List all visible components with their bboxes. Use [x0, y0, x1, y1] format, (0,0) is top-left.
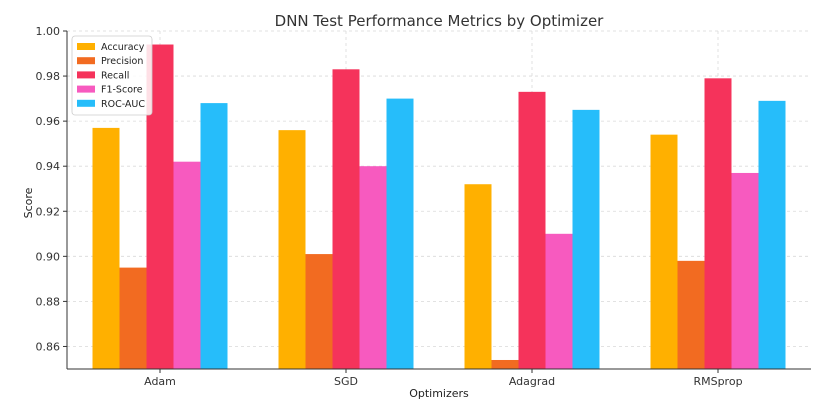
axes [66, 31, 811, 370]
legend-swatch [77, 99, 95, 107]
bar-accuracy-rmsprop [650, 134, 678, 369]
bar-roc-auc-rmsprop [758, 100, 786, 369]
y-tick-label: 0.90 [36, 250, 61, 263]
legend-swatch [77, 71, 95, 79]
bar-roc-auc-sgd [386, 98, 414, 369]
y-axis-ticks: 0.86 0.88 0.90 0.92 0.94 0.96 0.98 1.00 [36, 25, 67, 353]
y-tick-label: 0.88 [36, 295, 61, 308]
bar-f1-score-sgd [359, 166, 387, 369]
bar-f1-score-rmsprop [731, 172, 759, 369]
legend-box [71, 35, 153, 116]
bar-precision-rmsprop [677, 260, 705, 369]
y-tick-label: 0.98 [36, 70, 61, 83]
y-tick-label: 0.94 [36, 160, 61, 173]
bars [92, 44, 786, 370]
chart-title: DNN Test Performance Metrics by Optimize… [275, 12, 605, 30]
bar-recall-rmsprop [704, 78, 732, 369]
x-axis-label: Optimizers [409, 387, 469, 400]
x-tick-label: Adam [144, 375, 176, 388]
x-tick-label: SGD [334, 375, 358, 388]
x-tick-label: RMSprop [693, 375, 742, 388]
bar-roc-auc-adagrad [572, 109, 600, 369]
bar-f1-score-adam [173, 161, 201, 369]
bar-precision-adagrad [491, 359, 519, 369]
bar-recall-sgd [332, 69, 360, 369]
legend-swatch [77, 57, 95, 65]
bar-recall-adagrad [518, 91, 546, 369]
bar-accuracy-sgd [278, 130, 306, 369]
bar-accuracy-adam [92, 127, 120, 369]
x-axis-ticks: Adam SGD Adagrad RMSprop [144, 369, 743, 388]
y-tick-label: 0.96 [36, 115, 61, 128]
bar-roc-auc-adam [200, 103, 228, 370]
x-tick-label: Adagrad [509, 375, 555, 388]
bar-f1-score-adagrad [545, 233, 573, 369]
legend-label: Precision [101, 56, 143, 67]
legend-label: F1-Score [101, 85, 143, 96]
y-tick-label: 0.92 [36, 205, 61, 218]
bar-accuracy-adagrad [464, 184, 492, 369]
legend: Accuracy Precision Recall F1-Score ROC-AUC [71, 35, 153, 116]
legend-swatch [77, 85, 95, 93]
y-tick-label: 0.86 [36, 340, 61, 353]
y-axis-label: Score [22, 187, 35, 218]
bar-precision-sgd [305, 254, 333, 369]
bar-precision-adam [119, 267, 147, 369]
legend-label: Recall [101, 70, 129, 81]
legend-label: Accuracy [101, 42, 145, 53]
legend-label: ROC-AUC [101, 99, 145, 110]
legend-swatch [77, 43, 95, 50]
y-tick-label: 1.00 [36, 25, 61, 38]
